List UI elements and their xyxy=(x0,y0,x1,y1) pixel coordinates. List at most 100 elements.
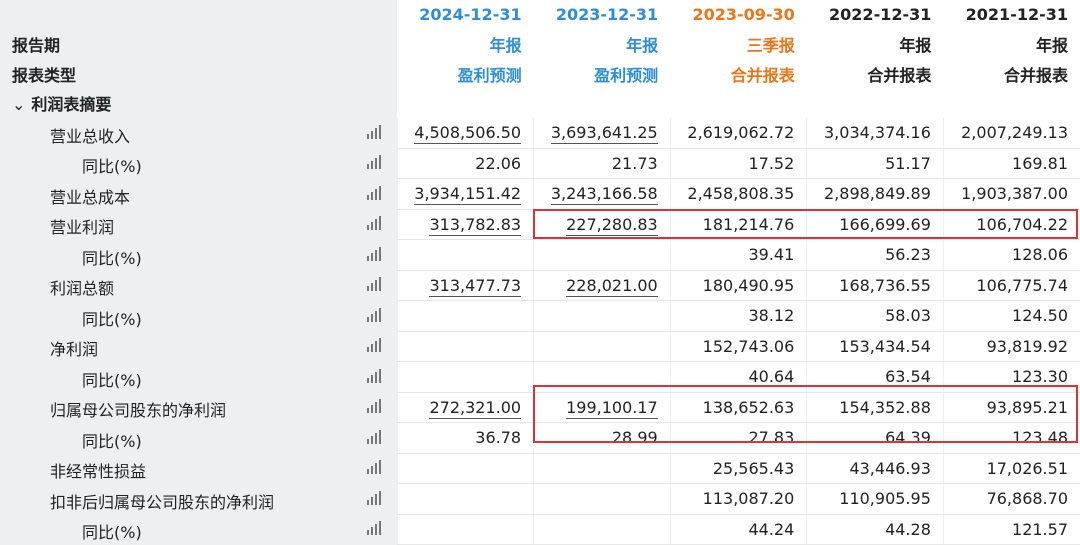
bar-chart-icon[interactable] xyxy=(367,521,383,535)
value-text: 44.24 xyxy=(748,519,795,539)
value-text[interactable]: 3,243,166.58 xyxy=(550,184,658,206)
bar-chart-icon[interactable] xyxy=(367,216,383,230)
header-cell: 2022-12-31 xyxy=(829,5,932,25)
value-cell: 38.12 xyxy=(669,300,807,332)
row-label-cell: 非经常性损益 xyxy=(0,453,397,484)
table-row: 同比(%) 22.06 21.73 17.52 51.17 169.81 xyxy=(0,148,1080,179)
bar-chart-icon[interactable] xyxy=(367,125,383,139)
value-text: 25,565.43 xyxy=(712,458,795,478)
value-text[interactable]: 272,321.00 xyxy=(429,397,522,419)
date-header-row: 2024-12-31 2023-12-31 2023-09-30 2022-12-31… xyxy=(0,0,1080,30)
value-cell xyxy=(396,361,534,393)
header-cell: 年报 xyxy=(489,36,522,56)
bar-chart-icon[interactable] xyxy=(367,460,383,474)
value-text: 152,743.06 xyxy=(702,336,795,356)
value-text[interactable]: 227,280.83 xyxy=(566,214,658,236)
value-cell: 56.23 xyxy=(806,239,944,271)
section-empty-cell xyxy=(943,89,1080,119)
row-label-cell: 净利润 xyxy=(0,331,397,362)
row-label: 营业总收入 xyxy=(50,127,131,146)
bar-chart-icon[interactable] xyxy=(367,399,383,413)
value-cell xyxy=(533,453,671,484)
value-cell: 106,775.74 xyxy=(942,270,1080,301)
value-cell: 110,905.95 xyxy=(806,483,944,515)
bar-chart-icon[interactable] xyxy=(367,246,383,261)
value-cell: 2,458,808.35 xyxy=(669,178,807,210)
row-label-cell: 同比(%) xyxy=(0,300,397,331)
value-cell xyxy=(533,361,671,393)
value-text[interactable]: 228,021.00 xyxy=(566,275,658,297)
row-label: 利润总额 xyxy=(50,279,115,298)
value-cell[interactable]: 3,693,641.25 xyxy=(533,118,671,149)
value-text: 17.52 xyxy=(748,153,795,173)
value-text[interactable]: 3,693,641.25 xyxy=(550,123,658,145)
header-cell: 2023-12-31 xyxy=(555,5,659,25)
header-label xyxy=(0,0,397,30)
row-label: 同比(%) xyxy=(82,370,142,390)
bar-chart-icon[interactable] xyxy=(367,185,383,200)
value-cell: 39.41 xyxy=(669,239,807,271)
value-cell[interactable]: 4,508,506.50 xyxy=(396,118,534,149)
table-row: 营业总收入 4,508,506.50 3,693,641.25 2,619,062.7… xyxy=(0,118,1080,149)
value-cell[interactable]: 228,021.00 xyxy=(533,270,671,301)
row-label-cell: 营业总收入 xyxy=(0,118,397,148)
bar-chart-icon[interactable] xyxy=(367,307,383,322)
row-label: 同比(%) xyxy=(82,157,142,176)
value-cell: 124.50 xyxy=(942,300,1080,332)
value-cell: 154,352.88 xyxy=(806,392,944,423)
row-label-cell: 同比(%) xyxy=(0,148,397,179)
section-row[interactable]: ⌄ 利润表摘要 xyxy=(0,88,1080,119)
value-text[interactable]: 313,782.83 xyxy=(429,214,522,236)
value-text: 123.48 xyxy=(1012,428,1068,448)
section-label[interactable]: ⌄ 利润表摘要 xyxy=(0,88,397,118)
row-label: 同比(%) xyxy=(82,431,142,451)
value-cell: 28.99 xyxy=(533,422,671,454)
bar-chart-icon[interactable] xyxy=(367,155,383,169)
header-cell: 年报 xyxy=(626,36,659,56)
value-cell[interactable]: 3,934,151.42 xyxy=(396,178,534,210)
value-text[interactable]: 199,100.17 xyxy=(566,397,658,419)
header-label: 报表类型 xyxy=(0,59,397,89)
row-label: 同比(%) xyxy=(82,309,142,329)
value-cell: 1,903,387.00 xyxy=(942,178,1080,210)
value-text: 2,458,808.35 xyxy=(687,184,795,204)
value-cell: 128.06 xyxy=(942,239,1080,271)
value-text: 1,903,387.00 xyxy=(961,184,1068,204)
value-text[interactable]: 4,508,506.50 xyxy=(414,123,522,145)
value-text: 2,619,062.72 xyxy=(687,123,795,143)
bar-chart-icon[interactable] xyxy=(367,338,383,352)
row-label-cell: 同比(%) xyxy=(0,514,397,545)
section-empty-cell xyxy=(397,89,534,119)
bar-chart-icon[interactable] xyxy=(367,368,383,383)
value-cell: 64.39 xyxy=(806,422,944,454)
value-cell: 123.48 xyxy=(942,422,1080,454)
value-text: 27.83 xyxy=(748,428,795,448)
value-cell: 2,898,849.89 xyxy=(806,178,944,210)
value-cell: 93,895.21 xyxy=(942,392,1080,423)
value-text[interactable]: 3,934,151.42 xyxy=(414,184,522,206)
value-cell[interactable]: 272,321.00 xyxy=(396,392,534,423)
value-text: 63.54 xyxy=(885,367,931,387)
value-text: 138,652.63 xyxy=(702,397,795,417)
value-text: 56.23 xyxy=(885,245,931,265)
bar-chart-icon[interactable] xyxy=(367,429,383,444)
value-cell: 76,868.70 xyxy=(942,483,1080,515)
value-text: 106,775.74 xyxy=(976,275,1068,295)
value-text[interactable]: 313,477.73 xyxy=(429,275,522,297)
value-cell[interactable]: 227,280.83 xyxy=(533,209,671,240)
row-label: 同比(%) xyxy=(82,248,142,268)
value-cell: 166,699.69 xyxy=(806,209,944,240)
bar-chart-icon[interactable] xyxy=(367,277,383,291)
row-label: 营业利润 xyxy=(50,218,115,237)
value-cell[interactable]: 199,100.17 xyxy=(533,392,671,423)
table-row: 非经常性损益 25,565.43 43,446.93 17,026.51 xyxy=(0,453,1080,484)
chevron-down-icon[interactable]: ⌄ xyxy=(12,95,26,115)
value-cell: 43,446.93 xyxy=(806,453,944,484)
value-text: 51.17 xyxy=(885,153,931,173)
value-cell: 40.64 xyxy=(669,361,807,393)
value-cell[interactable]: 313,782.83 xyxy=(396,209,534,240)
value-cell[interactable]: 313,477.73 xyxy=(396,270,534,301)
value-cell[interactable]: 3,243,166.58 xyxy=(533,178,671,210)
bar-chart-icon[interactable] xyxy=(367,490,383,505)
